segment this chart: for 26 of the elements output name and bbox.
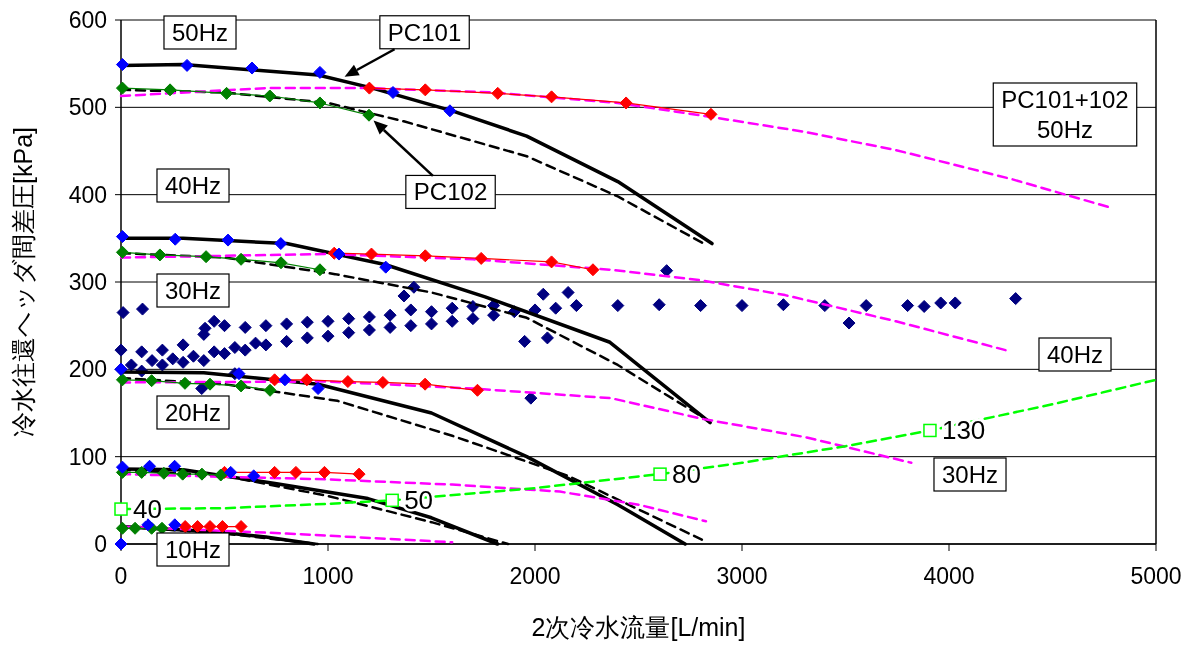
y-tick-label: 400: [68, 181, 107, 208]
y-tick-label: 100: [68, 443, 107, 470]
annotation: 50Hz: [171, 19, 229, 46]
x-axis-title: 2次冷水流量[L/min]: [531, 613, 746, 641]
x-tick-label: 0: [114, 563, 128, 589]
annotation: 10Hz: [164, 536, 222, 563]
y-tick-label: 300: [68, 269, 107, 295]
x-tick-label: 5000: [1130, 563, 1182, 589]
data-label: 130: [941, 415, 986, 446]
x-tick-label: 3000: [716, 563, 768, 589]
y-tick-label: 600: [68, 7, 107, 33]
y-axis-title: 冷水往還ヘッダ間差圧[kPa]: [9, 127, 37, 437]
annotation: PC101+102 50Hz: [1001, 86, 1129, 143]
annotation: PC101: [387, 18, 462, 46]
x-tick-label: 2000: [509, 563, 561, 589]
x-tick-label: 4000: [923, 563, 975, 589]
annotation: 30Hz: [164, 277, 222, 304]
y-tick-label: 0: [94, 531, 107, 557]
annotation: 40Hz: [164, 172, 222, 199]
annotation: 20Hz: [164, 399, 222, 426]
annotation: PC102: [413, 178, 488, 206]
x-tick-label: 1000: [302, 563, 354, 589]
y-tick-label: 500: [68, 94, 107, 121]
annotation: 40Hz: [1046, 341, 1104, 368]
y-tick-label: 200: [68, 356, 107, 383]
annotation: 30Hz: [941, 461, 999, 488]
